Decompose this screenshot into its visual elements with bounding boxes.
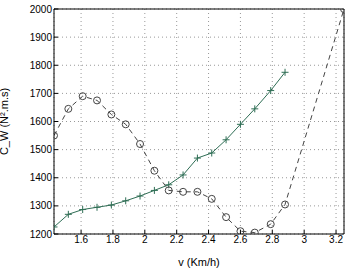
svg-text:2.2: 2.2 [170, 234, 184, 245]
svg-text:3: 3 [301, 234, 307, 245]
svg-text:1800: 1800 [30, 60, 53, 71]
svg-text:1500: 1500 [30, 144, 53, 155]
svg-text:1400: 1400 [30, 172, 53, 183]
svg-text:2.6: 2.6 [233, 234, 247, 245]
svg-text:2000: 2000 [30, 4, 53, 15]
svg-text:1900: 1900 [30, 32, 53, 43]
svg-text:1300: 1300 [30, 200, 53, 211]
svg-text:1600: 1600 [30, 116, 53, 127]
svg-text:1.6: 1.6 [74, 234, 88, 245]
svg-text:1700: 1700 [30, 88, 53, 99]
svg-text:2: 2 [142, 234, 148, 245]
svg-text:2.4: 2.4 [202, 234, 216, 245]
svg-text:v (Km/h): v (Km/h) [178, 256, 220, 268]
svg-text:1.8: 1.8 [106, 234, 120, 245]
svg-text:1200: 1200 [30, 229, 53, 240]
svg-text:C_W (N².m.s): C_W (N².m.s) [8, 88, 10, 155]
svg-text:2.8: 2.8 [265, 234, 279, 245]
svg-text:3.2: 3.2 [329, 234, 343, 245]
